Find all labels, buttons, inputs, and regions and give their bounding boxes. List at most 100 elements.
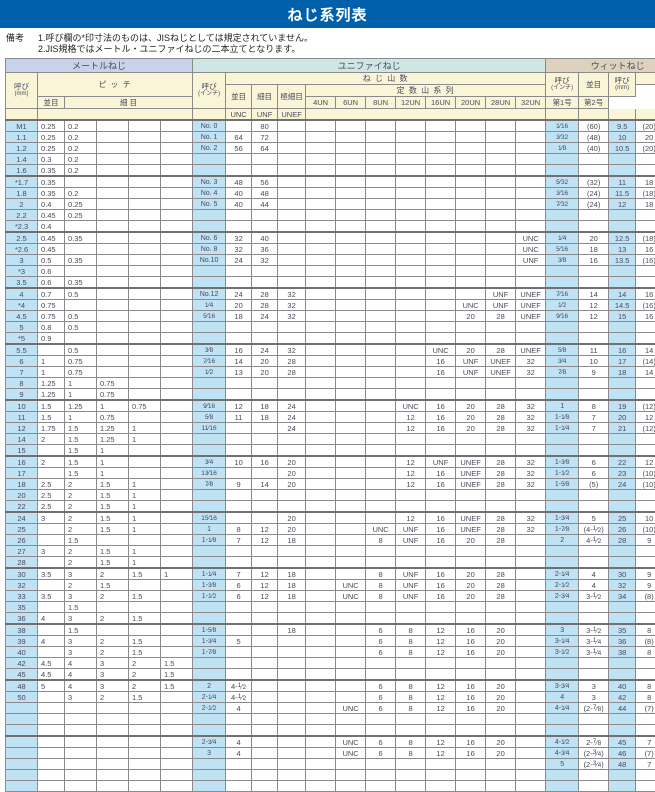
cell-unified-8: 16 [426,535,456,546]
cell-unified-8 [426,244,456,255]
cell-unified-9 [456,714,486,725]
cell-unified-1: 24 [226,255,252,266]
cell-metric-pitch-5 [161,602,193,613]
cell-metric-size: 1.1 [6,132,38,143]
cell-unified-3 [278,132,306,143]
cell-metric-pitch-1: 0.7 [38,288,65,300]
cell-whitworth-0: 3⁄32 [546,132,579,143]
cell-metric-pitch-3 [97,199,129,210]
cell-metric-pitch-5 [161,300,193,311]
cell-unified-1 [226,389,252,401]
cell-unified-5 [336,781,366,792]
cell-unified-11 [516,221,546,233]
cell-metric-pitch-1: 0.45 [38,232,65,244]
cell-whitworth-1: 7 [579,412,609,423]
cell-metric-pitch-3 [97,714,129,725]
cell-unified-1 [226,658,252,669]
cell-metric-pitch-3 [97,120,129,132]
cell-unified-4 [306,188,336,199]
cell-unified-1 [226,266,252,277]
cell-unified-2 [252,501,278,513]
cell-whitworth-1 [579,501,609,513]
cell-unified-2 [252,490,278,501]
cell-unified-5 [336,400,366,412]
cell-metric-size: 22 [6,501,38,513]
cell-unified-9 [456,725,486,737]
cell-whitworth-0: 1-3⁄4 [546,512,579,524]
cell-whitworth-1 [579,658,609,669]
cell-metric-pitch-1: 0.75 [38,311,65,322]
cell-unified-11: 32 [516,356,546,367]
cell-unified-2: 32 [252,255,278,266]
cell-unified-2 [252,748,278,759]
cell-unified-9: UNEF [456,524,486,535]
cell-metric-pitch-3: 1.5 [97,557,129,569]
cell-metric-pitch-4 [129,120,161,132]
cell-unified-7: UNF [396,580,426,591]
cell-unified-size: No. 8 [193,244,226,255]
cell-unified-4 [306,512,336,524]
cell-metric-size: 12 [6,423,38,434]
cell-unified-3: 24 [278,423,306,434]
cell-unified-1 [226,669,252,681]
cell-unified-9 [456,781,486,792]
cell-unified-6: 6 [366,703,396,714]
cell-whitworth-0: 5⁄16 [546,244,579,255]
cell-unified-3 [278,546,306,557]
cell-unified-9: UNF [456,367,486,378]
cell-unified-10 [486,490,516,501]
cell-metric-pitch-1: 0.4 [38,221,65,233]
cell-unified-5: UNC [336,736,366,748]
cell-unified-6 [366,154,396,165]
cell-whitworth-3: 7 [636,759,655,770]
cell-metric-pitch-3 [97,266,129,277]
cell-metric-size: 14 [6,434,38,445]
cell-unified-8: 12 [426,748,456,759]
cell-metric-pitch-3 [97,759,129,770]
cell-unified-8: 16 [426,524,456,535]
cell-unified-11 [516,703,546,714]
cell-unified-9 [456,199,486,210]
cell-metric-pitch-1: 1.25 [38,389,65,401]
cell-unified-4 [306,344,336,356]
cell-metric-pitch-4: 1.5 [129,613,161,625]
header-un-32un: 32UN [516,97,546,109]
header-wh-size-inch: 呼び (インチ) [546,73,579,97]
cell-whitworth-0: 1⁄2 [546,300,579,311]
cell-whitworth-1: 14 [579,288,609,300]
cell-unified-3 [278,680,306,692]
cell-unified-8: 16 [426,568,456,580]
cell-unified-7 [396,288,426,300]
cell-metric-pitch-2 [65,725,97,737]
cell-metric-pitch-3: 2 [97,692,129,703]
cell-unified-3 [278,378,306,389]
cell-unified-4 [306,613,336,625]
cell-metric-size: *2.6 [6,244,38,255]
cell-unified-size: No. 2 [193,143,226,154]
cell-unified-11 [516,333,546,345]
cell-metric-pitch-5 [161,311,193,322]
cell-metric-pitch-4: 0.75 [129,400,161,412]
cell-unified-10 [486,770,516,781]
cell-unified-size [193,781,226,792]
cell-unified-4 [306,423,336,434]
cell-unified-11 [516,680,546,692]
cell-unified-7 [396,199,426,210]
cell-unified-2: 64 [252,143,278,154]
cell-metric-pitch-5 [161,725,193,737]
cell-unified-6 [366,221,396,233]
cell-unified-1 [226,647,252,658]
cell-whitworth-0 [546,266,579,277]
cell-unified-6 [366,759,396,770]
cell-metric-pitch-5 [161,535,193,546]
cell-unified-1: 40 [226,199,252,210]
cell-unified-1 [226,423,252,434]
cell-whitworth-1: 6 [579,456,609,468]
cell-whitworth-1: 10 [579,356,609,367]
cell-metric-pitch-2: 1.25 [65,400,97,412]
cell-unified-11 [516,378,546,389]
cell-unified-size: No. 4 [193,188,226,199]
cell-unified-1: 8 [226,524,252,535]
cell-metric-pitch-4 [129,143,161,154]
